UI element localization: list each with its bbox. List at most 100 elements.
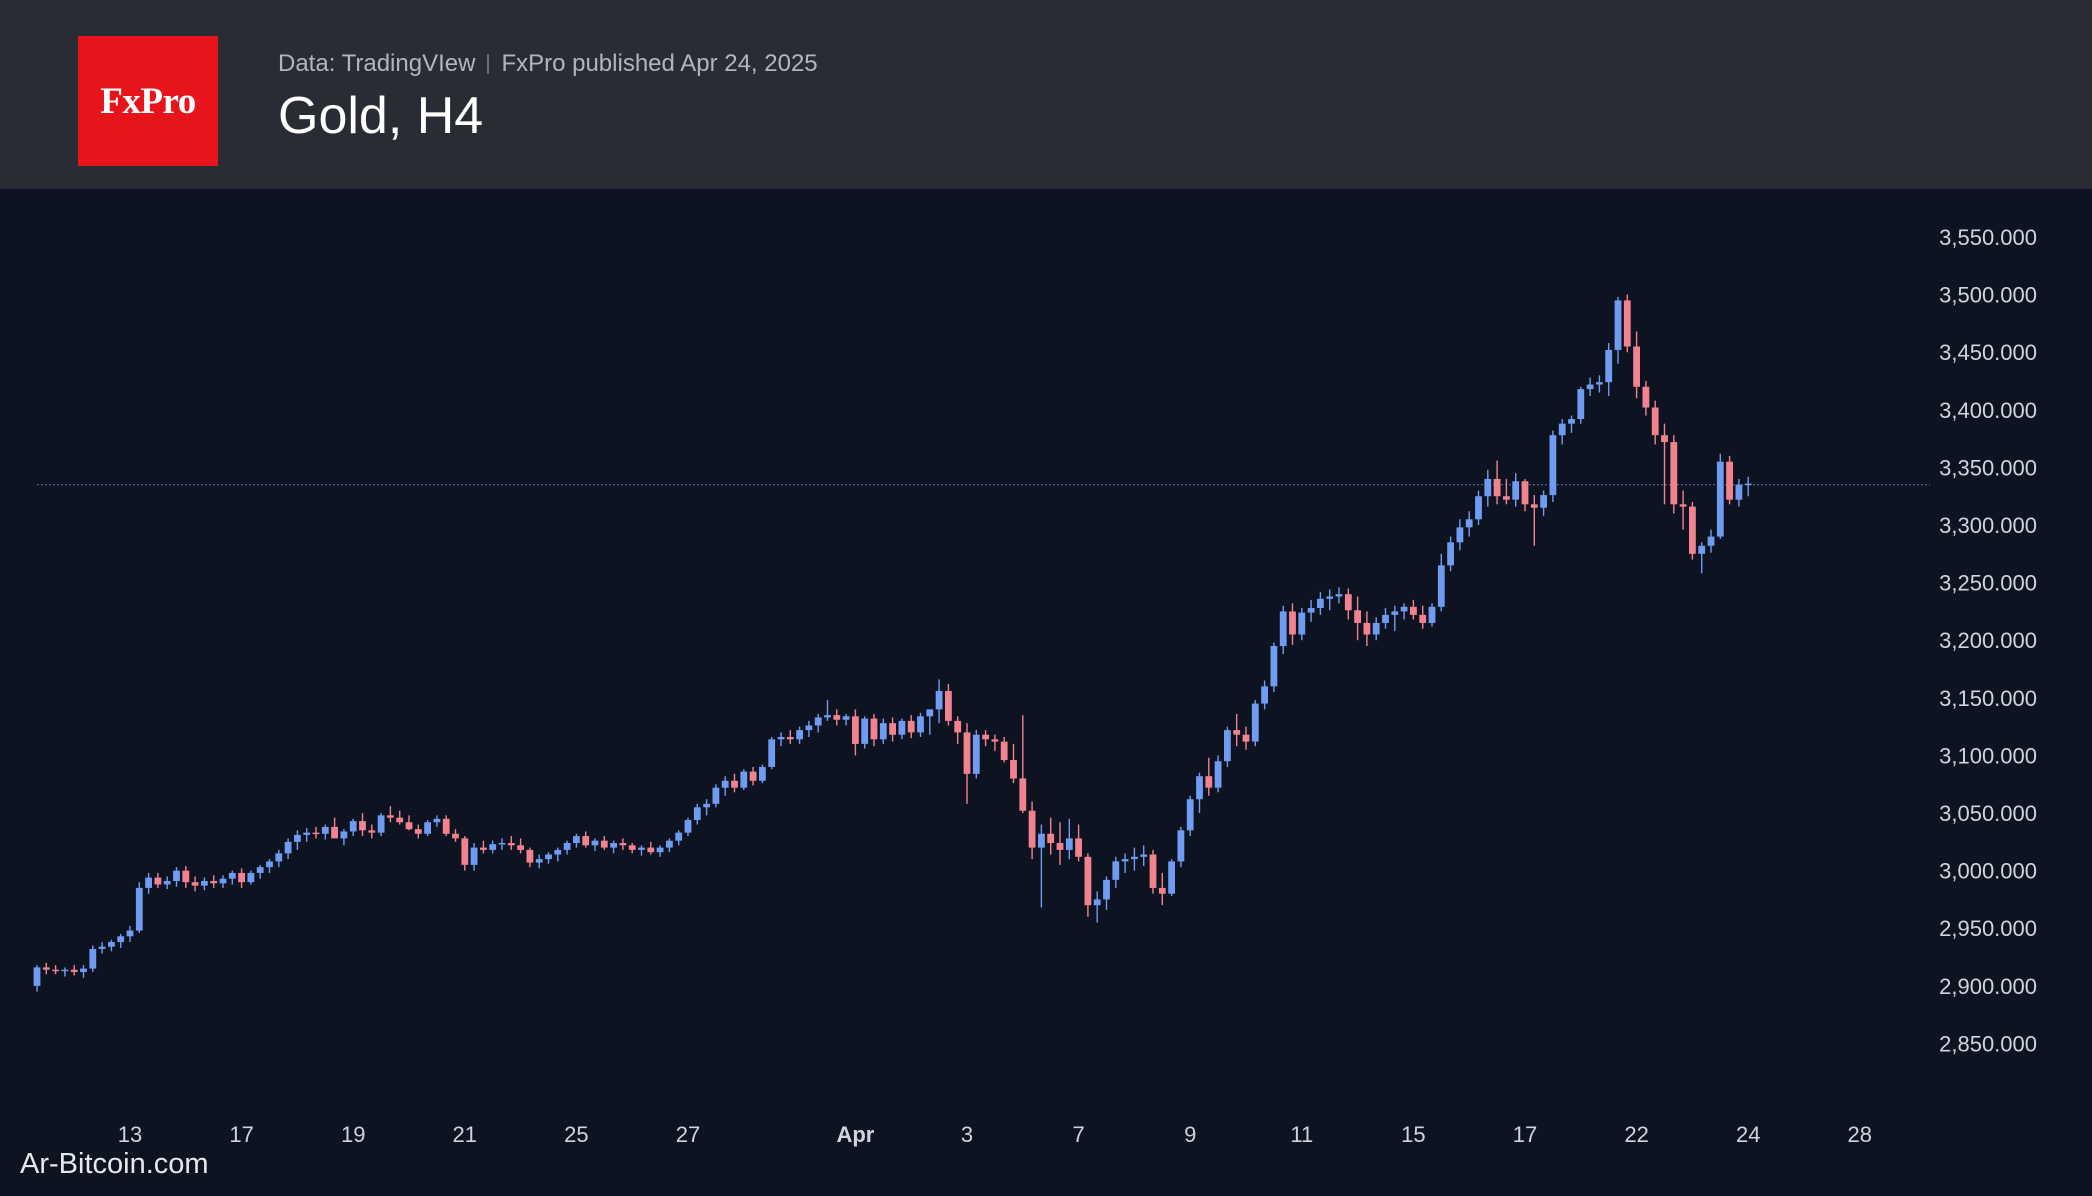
candle-body [666, 840, 673, 848]
candle-body [1261, 686, 1268, 704]
candle-body [1344, 594, 1352, 611]
candle-body [1568, 419, 1575, 424]
candle [1289, 603, 1296, 645]
candle-body [210, 881, 218, 884]
candle [442, 815, 450, 837]
candle-body [1689, 506, 1696, 554]
candle [108, 939, 115, 952]
candle [145, 872, 152, 894]
candle-body [861, 718, 869, 744]
candle [1568, 415, 1575, 433]
candle-body [1391, 611, 1399, 615]
candle [638, 845, 645, 856]
candle-body [1354, 610, 1361, 623]
candle [1549, 430, 1557, 502]
x-tick-label: 15 [1401, 1122, 1425, 1147]
candle [507, 836, 515, 850]
candle [1344, 588, 1352, 620]
candle-body [1093, 899, 1101, 906]
chart-area[interactable]: 3,550.000 3,500.000 3,450.000 3,400.000 3,35… [0, 189, 2092, 1196]
candle-body [945, 690, 952, 721]
candle-body [1335, 594, 1343, 597]
candle [489, 840, 497, 854]
candle-body [1075, 838, 1082, 857]
candle [786, 730, 794, 744]
candle [182, 866, 190, 888]
candle-body [98, 946, 106, 949]
candle [1186, 795, 1194, 837]
candle [42, 962, 50, 975]
candle-body [982, 734, 989, 740]
candle-body [1065, 838, 1073, 850]
published-label: FxPro published Apr 24, 2025 [501, 50, 818, 77]
candle-body [740, 771, 748, 788]
candle-body [917, 716, 924, 733]
candle-body [1437, 565, 1445, 607]
candle [1428, 603, 1436, 627]
candle [749, 766, 757, 786]
candle-body [80, 968, 87, 973]
candle-body [266, 861, 273, 868]
candle-body [70, 969, 78, 973]
candle-body [359, 821, 366, 831]
candle-body [963, 732, 971, 774]
candle [666, 838, 673, 853]
candle [731, 773, 738, 793]
candle-body [396, 817, 404, 823]
candle [377, 813, 385, 837]
candle [275, 849, 283, 868]
candle [805, 720, 813, 738]
candle [1716, 453, 1724, 539]
candle [526, 847, 534, 868]
y-tick-label: 3,100.000 [1939, 743, 2037, 768]
candle-body [591, 840, 599, 846]
candle [759, 764, 766, 784]
candle [1372, 617, 1380, 641]
candle [1707, 529, 1715, 553]
candle [1447, 536, 1454, 572]
candle-body [173, 870, 180, 882]
candle [461, 836, 469, 871]
candle [1605, 343, 1613, 397]
candle [1596, 375, 1603, 393]
candle-body [889, 723, 896, 735]
candle [1456, 519, 1464, 551]
candle [582, 831, 590, 848]
candle [452, 829, 459, 842]
y-tick-label: 3,150.000 [1939, 686, 2037, 711]
candle [1475, 490, 1482, 526]
candle [768, 737, 776, 770]
candle-body [284, 841, 292, 854]
candle [1038, 824, 1045, 908]
candle-body [312, 832, 320, 835]
candle [712, 784, 720, 808]
candle [33, 965, 41, 992]
candle-body [303, 832, 311, 835]
y-tick-label: 3,450.000 [1939, 340, 2037, 365]
candle [842, 713, 850, 726]
candle [256, 864, 264, 879]
candle [405, 815, 413, 831]
candle [740, 769, 748, 790]
candle-body [535, 859, 543, 863]
x-tick-label: 28 [1848, 1122, 1872, 1147]
candle-body [256, 867, 264, 873]
candle [266, 859, 273, 873]
candle-body [684, 819, 692, 833]
candle-body [182, 870, 190, 883]
candle-body [33, 967, 41, 986]
candle [1056, 822, 1064, 865]
candle [814, 713, 822, 733]
candle [879, 718, 887, 744]
candle-body [340, 831, 348, 839]
y-tick-label: 3,300.000 [1939, 513, 2037, 538]
candle [340, 829, 348, 846]
candle-body [786, 737, 794, 740]
candle-body [619, 842, 627, 846]
candle-body [852, 716, 859, 744]
candle [1642, 381, 1650, 416]
x-tick-label: 3 [961, 1122, 973, 1147]
candlestick-chart[interactable]: 3,550.000 3,500.000 3,450.000 3,400.000 3,35… [0, 189, 2092, 1196]
x-tick-label: 17 [1513, 1122, 1537, 1147]
candle-body [1540, 495, 1547, 508]
